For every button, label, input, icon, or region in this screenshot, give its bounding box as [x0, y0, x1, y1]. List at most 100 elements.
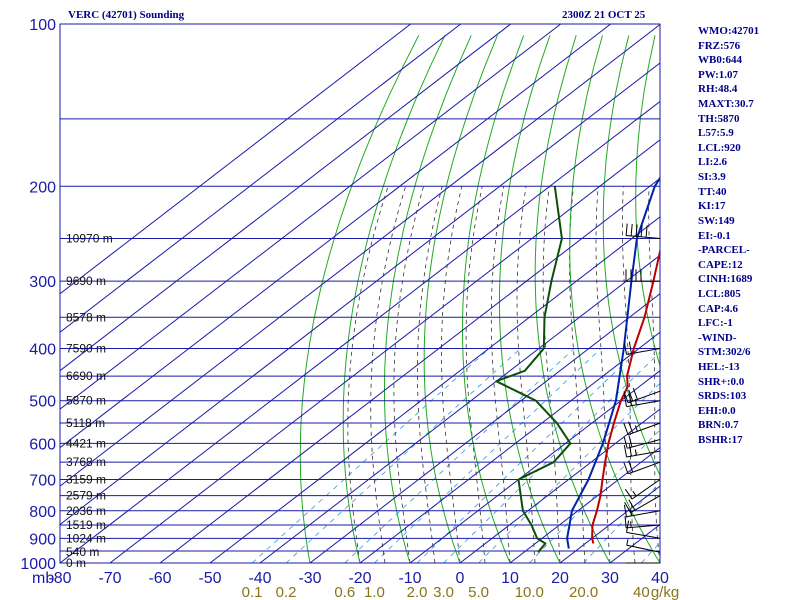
- height-label: 7590 m: [66, 342, 106, 356]
- pressure-tick-label: 900: [29, 531, 56, 548]
- mixing-ratio-line: [374, 348, 602, 563]
- mixing-ratio-label: 40: [633, 584, 650, 600]
- wind-barb-flag: [624, 488, 633, 500]
- wind-barb-flag: [624, 515, 627, 528]
- wind-barb-flag: [623, 423, 629, 435]
- wind-barb-flag: [628, 460, 634, 473]
- wind-barb-halfflag: [634, 425, 638, 432]
- wind-barb-flag: [623, 342, 627, 355]
- wind-barb-flag: [625, 223, 628, 236]
- height-label: 0 m: [66, 556, 86, 570]
- height-label: 3768 m: [66, 455, 106, 469]
- isotherm-line: [109, 139, 660, 563]
- stat-item: KI:17: [698, 200, 726, 213]
- mixing-ratio-line: [478, 382, 660, 563]
- wind-barb-flag: [623, 391, 629, 403]
- stat-item: HEL:-13: [698, 361, 740, 374]
- wind-barb-flag: [628, 499, 636, 511]
- stat-item: BRN:0.7: [698, 419, 739, 432]
- mixing-ratio-line: [344, 348, 575, 563]
- stat-item: RH:48.4: [698, 83, 738, 96]
- height-label: 3159 m: [66, 473, 106, 487]
- stat-item: MAXT:30.7: [698, 98, 754, 111]
- temperature-tick-label: -20: [348, 570, 371, 587]
- height-label: 9690 m: [66, 274, 106, 288]
- dry-adiabat-line: [785, 35, 800, 574]
- wind-barb-staff: [630, 495, 661, 514]
- wind-barb-staff: [626, 450, 661, 458]
- wind-barb-flag: [628, 389, 634, 402]
- stat-item: SRDS:103: [698, 390, 747, 403]
- moist-adiabat-line: [595, 186, 611, 563]
- stat-item: SI:3.9: [698, 171, 726, 184]
- isotherm-line: [60, 24, 512, 372]
- temperature-axis: -80 -70 -60 -50 -40 -30 -20 -10 0 10 20 30 40: [48, 570, 669, 587]
- mixing-ratio-line: [285, 348, 521, 563]
- wind-barb: [624, 515, 661, 529]
- dry-adiabat-line: [534, 35, 611, 563]
- height-label: 4421 m: [66, 436, 106, 450]
- stat-item: EI:-0.1: [698, 229, 731, 242]
- isotherm-line: [60, 24, 562, 410]
- stat-item: TT:40: [698, 185, 727, 198]
- wind-barb-flag: [623, 445, 627, 458]
- temperature-tick-label: 20: [551, 570, 569, 587]
- wind-barb-staff: [627, 461, 661, 475]
- stat-item: BSHR:17: [698, 434, 743, 447]
- wind-barb: [623, 435, 661, 449]
- wind-barb-flag: [623, 504, 627, 517]
- height-label: 5870 m: [66, 394, 106, 408]
- stat-item: CAPE:12: [698, 258, 743, 271]
- wind-barb-flag: [628, 435, 633, 448]
- mixing-ratio-label: 20.0: [569, 584, 598, 600]
- mixing-ratio-label: 0.6: [334, 584, 355, 600]
- isotherm-line: [409, 370, 660, 563]
- dewpoint-line: [495, 186, 572, 553]
- wind-barb-flag: [623, 394, 627, 407]
- isotherms: [60, 24, 660, 563]
- dewpoint-trace: [495, 186, 572, 553]
- isotherm-line: [60, 24, 660, 487]
- moist-adiabat-line: [441, 186, 463, 563]
- wind-barb-flag: [624, 502, 632, 513]
- wind-barb-staff: [626, 524, 661, 529]
- pressure-tick-label: 400: [29, 342, 56, 359]
- height-label: 8578 m: [66, 310, 106, 324]
- mixing-ratio-label: 10.0: [515, 584, 544, 600]
- stat-item: -PARCEL-: [698, 244, 750, 257]
- isotherm-line: [309, 293, 660, 563]
- temperature-tick-label: -10: [398, 570, 421, 587]
- wind-barb-staff: [626, 510, 661, 518]
- wind-barbs: [623, 223, 661, 564]
- temperature-tick-label: -50: [198, 570, 221, 587]
- mixing-ratio-line: [251, 348, 490, 563]
- dry-adiabat-line: [602, 35, 660, 477]
- temperature-trace: [591, 246, 660, 544]
- height-label: 5118 m: [66, 416, 105, 430]
- wind-barb-flag: [640, 224, 643, 237]
- pressure-tick-label: 300: [29, 274, 56, 291]
- wind-barb-flag: [645, 225, 648, 238]
- stat-item: SHR+:0.0: [698, 375, 745, 388]
- isotherm-line: [509, 446, 660, 563]
- wind-barb: [623, 460, 661, 475]
- wind-barb-flag: [628, 341, 632, 354]
- isotherm-line: [359, 331, 660, 563]
- isotherm-line: [459, 408, 660, 563]
- wind-barb-staff: [627, 439, 661, 449]
- moist-adiabat-line: [648, 186, 660, 563]
- mixing-ratio-label: 0.1: [242, 584, 263, 600]
- height-label: 1519 m: [66, 518, 106, 532]
- wind-barb-flag: [628, 421, 634, 434]
- moist-adiabat-line: [393, 186, 424, 563]
- dry-adiabat-line: [635, 35, 660, 368]
- temperature-tick-label: -60: [148, 570, 171, 587]
- mixing-ratio-axis: 0.1 0.2 0.6 1.0 2.0 3.0 5.0 10.0 20.0 40 g/kg: [242, 584, 680, 600]
- temperature-tick-label: -40: [248, 570, 271, 587]
- pressure-tick-label: 800: [29, 504, 56, 521]
- isotherm-line: [60, 24, 412, 295]
- temperature-tick-label: 30: [601, 570, 619, 587]
- height-label: 10970 m: [66, 232, 113, 246]
- stat-item: STM:302/6: [698, 346, 751, 359]
- wind-barb-flag: [630, 223, 633, 237]
